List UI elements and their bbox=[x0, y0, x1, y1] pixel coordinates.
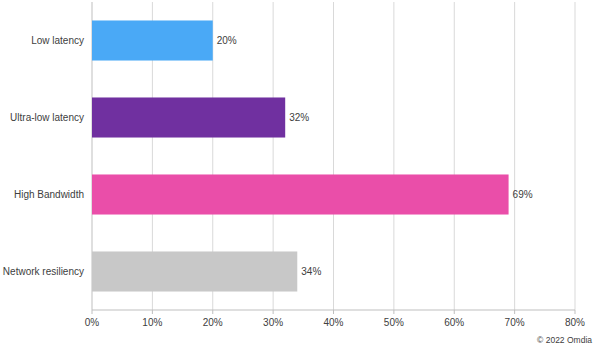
tick-mark bbox=[575, 310, 576, 314]
tick-label: 30% bbox=[263, 317, 283, 328]
grid-line bbox=[514, 2, 515, 310]
tick-mark bbox=[333, 310, 334, 314]
tick-mark bbox=[273, 310, 274, 314]
data-label: 34% bbox=[301, 266, 321, 277]
bar bbox=[92, 174, 509, 214]
tick-label: 50% bbox=[384, 317, 404, 328]
x-axis-line bbox=[92, 310, 575, 311]
chart-container: 0% 10% 20% 30% 40% 50% 60% 70% 80% Low latency Ult… bbox=[0, 0, 600, 348]
grid-line bbox=[333, 2, 334, 310]
tick-mark bbox=[393, 310, 394, 314]
tick-mark bbox=[454, 310, 455, 314]
copyright-note: © 2022 Omdia bbox=[537, 335, 592, 345]
data-label: 32% bbox=[289, 112, 309, 123]
tick-label: 0% bbox=[85, 317, 100, 328]
tick-label: 70% bbox=[505, 317, 525, 328]
tick-label: 80% bbox=[565, 317, 585, 328]
bar bbox=[92, 97, 285, 137]
bar bbox=[92, 251, 297, 291]
category-label: Low latency bbox=[31, 35, 84, 46]
tick-label: 10% bbox=[142, 317, 162, 328]
category-label: Network resiliency bbox=[3, 266, 84, 277]
tick-label: 60% bbox=[444, 317, 464, 328]
chart-svg: 0% 10% 20% 30% 40% 50% 60% 70% 80% Low latency Ult… bbox=[0, 0, 600, 348]
tick-label: 40% bbox=[323, 317, 343, 328]
data-label: 20% bbox=[217, 35, 237, 46]
category-label: Ultra-low latency bbox=[10, 112, 84, 123]
tick-mark bbox=[152, 310, 153, 314]
tick-mark bbox=[514, 310, 515, 314]
data-label: 69% bbox=[513, 189, 533, 200]
tick-mark bbox=[212, 310, 213, 314]
tick-mark bbox=[92, 310, 93, 314]
grid-line bbox=[454, 2, 455, 310]
grid-line bbox=[393, 2, 394, 310]
category-label: High Bandwidth bbox=[14, 189, 84, 200]
bars bbox=[92, 20, 509, 291]
bar bbox=[92, 20, 213, 60]
tick-label: 20% bbox=[203, 317, 223, 328]
grid bbox=[92, 2, 575, 314]
grid-line bbox=[575, 2, 576, 310]
